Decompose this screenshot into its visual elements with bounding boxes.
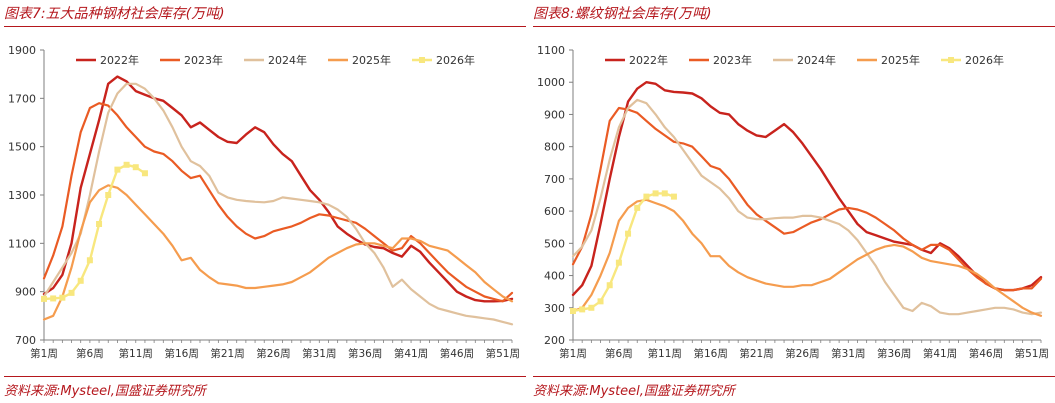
x-tick-label: 第21周 bbox=[210, 347, 244, 360]
x-tick-label: 第11周 bbox=[648, 347, 682, 360]
series-marker bbox=[86, 257, 93, 264]
title-divider bbox=[533, 26, 1055, 27]
x-tick-label: 第51周 bbox=[486, 347, 520, 360]
series-line-2025年 bbox=[571, 198, 1043, 317]
source-divider bbox=[533, 376, 1055, 377]
y-tick-label: 1100 bbox=[537, 44, 565, 57]
series-line-2022年 bbox=[571, 81, 1043, 297]
x-tick-label: 第31周 bbox=[831, 347, 865, 360]
title-divider bbox=[4, 26, 526, 27]
y-tick-label: 700 bbox=[544, 173, 565, 186]
chart-panel-right: 图表8:螺纹钢社会库存(万吨) 200 300 400 500 600 700 800 900… bbox=[533, 0, 1055, 403]
series-line-2024年 bbox=[42, 82, 514, 326]
series-marker bbox=[661, 190, 668, 197]
y-tick-label: 1000 bbox=[537, 76, 565, 89]
legend-label: 2022年 bbox=[629, 53, 668, 67]
x-tick-label: 第6周 bbox=[76, 347, 104, 360]
legend-label: 2022年 bbox=[100, 53, 139, 67]
series-marker bbox=[68, 289, 75, 296]
x-tick-label: 第31周 bbox=[302, 347, 336, 360]
legend-label: 2023年 bbox=[184, 53, 223, 67]
chart-title: 图表7:五大品种钢材社会库存(万吨) bbox=[4, 6, 225, 22]
series-marker bbox=[50, 295, 57, 302]
x-tick-label: 第21周 bbox=[739, 347, 773, 360]
y-tick-label: 500 bbox=[544, 237, 565, 250]
x-tick-label: 第11周 bbox=[119, 347, 153, 360]
x-tick-label: 第26周 bbox=[256, 347, 290, 360]
series-line-2023年 bbox=[571, 106, 1043, 292]
y-tick-label: 900 bbox=[544, 108, 565, 121]
series-marker bbox=[625, 230, 632, 237]
legend-label: 2024年 bbox=[797, 53, 836, 67]
series-marker bbox=[105, 192, 112, 198]
source-divider bbox=[4, 376, 526, 377]
x-tick-label: 第51周 bbox=[1015, 347, 1049, 360]
series-marker bbox=[77, 277, 84, 284]
series-marker bbox=[96, 221, 103, 227]
series-marker bbox=[615, 259, 622, 266]
x-tick-label: 第46周 bbox=[969, 347, 1003, 360]
series-marker bbox=[114, 166, 121, 173]
x-tick-label: 第26周 bbox=[785, 347, 819, 360]
y-tick-label: 1900 bbox=[8, 44, 36, 57]
series-marker bbox=[132, 164, 139, 171]
y-tick-label: 600 bbox=[544, 205, 565, 218]
y-tick-label: 1500 bbox=[8, 141, 36, 154]
x-tick-label: 第16周 bbox=[164, 347, 198, 360]
y-tick-label: 400 bbox=[544, 270, 565, 283]
legend-label: 2026年 bbox=[965, 53, 1004, 67]
series-marker bbox=[579, 306, 586, 313]
x-tick-label: 第36周 bbox=[877, 347, 911, 360]
y-tick-label: 900 bbox=[15, 286, 36, 299]
series-marker bbox=[670, 193, 677, 200]
x-tick-label: 第41周 bbox=[923, 347, 957, 360]
series-marker bbox=[634, 204, 641, 211]
series-marker bbox=[59, 294, 66, 301]
legend-label: 2025年 bbox=[352, 53, 391, 67]
y-tick-label: 200 bbox=[544, 334, 565, 347]
y-tick-label: 800 bbox=[544, 141, 565, 154]
y-tick-label: 1700 bbox=[8, 92, 36, 105]
legend-label: 2023年 bbox=[713, 53, 752, 67]
source-note: 资料来源:Mysteel,国盛证券研究所 bbox=[4, 384, 206, 399]
legend-marker bbox=[948, 57, 954, 63]
chart-title: 图表8:螺纹钢社会库存(万吨) bbox=[533, 6, 712, 22]
series-marker bbox=[606, 282, 613, 289]
legend-label: 2026年 bbox=[436, 53, 475, 67]
series-line-2025年 bbox=[42, 184, 514, 321]
y-tick-label: 1100 bbox=[8, 237, 36, 250]
chart-plot: 700 900 1100 1300 1500 1700 1900 第1周 第6周 第11周 第16周… bbox=[8, 44, 520, 360]
series-line-2026年 bbox=[571, 192, 676, 313]
x-tick-label: 第41周 bbox=[394, 347, 428, 360]
legend-marker bbox=[419, 57, 425, 63]
series-marker bbox=[588, 304, 595, 311]
series-marker bbox=[570, 308, 576, 314]
chart-plot: 200 300 400 500 600 700 800 900 1000 1100 第1周 第6周 第1… bbox=[537, 44, 1049, 360]
series-marker bbox=[41, 295, 47, 302]
source-note: 资料来源:Mysteel,国盛证券研究所 bbox=[533, 384, 735, 399]
series-line-2024年 bbox=[571, 98, 1043, 316]
chart-panel-left: 图表7:五大品种钢材社会库存(万吨) 700 900 1100 1300 1500 170… bbox=[4, 0, 526, 403]
x-tick-label: 第16周 bbox=[693, 347, 727, 360]
series-marker bbox=[643, 193, 650, 200]
y-tick-label: 700 bbox=[15, 334, 36, 347]
legend-label: 2025年 bbox=[881, 53, 920, 67]
series-marker bbox=[652, 190, 659, 197]
series-line-2022年 bbox=[42, 75, 514, 303]
y-tick-label: 300 bbox=[544, 302, 565, 315]
y-tick-label: 1300 bbox=[8, 189, 36, 202]
x-tick-label: 第1周 bbox=[559, 347, 587, 360]
legend-label: 2024年 bbox=[268, 53, 307, 67]
series-marker bbox=[141, 170, 148, 177]
series-marker bbox=[597, 298, 604, 305]
x-tick-label: 第46周 bbox=[440, 347, 474, 360]
x-tick-label: 第36周 bbox=[348, 347, 382, 360]
x-tick-label: 第1周 bbox=[30, 347, 58, 360]
series-line-2023年 bbox=[42, 102, 514, 303]
series-marker bbox=[123, 161, 130, 168]
x-tick-label: 第6周 bbox=[605, 347, 633, 360]
